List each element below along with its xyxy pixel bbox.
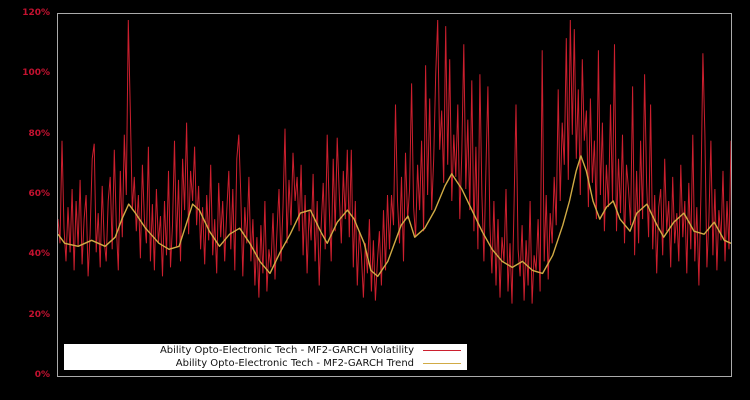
y-axis-label-40: 40%	[28, 249, 50, 259]
legend-item-volatility: Ability Opto-Electronic Tech - MF2-GARCH…	[64, 344, 467, 357]
chart-canvas	[58, 19, 731, 304]
legend-line-sample-trend	[423, 363, 461, 364]
legend-item-trend: Ability Opto-Electronic Tech - MF2-GARCH…	[64, 357, 467, 370]
plot-area	[57, 13, 732, 377]
y-axis-label-20: 20%	[28, 310, 50, 320]
volatility-series-line	[58, 19, 731, 304]
legend-line-sample-volatility	[423, 350, 461, 351]
y-axis-label-120: 120%	[22, 8, 50, 18]
legend-label-trend: Ability Opto-Electronic Tech - MF2-GARCH…	[175, 358, 414, 369]
y-axis-label-60: 60%	[28, 189, 50, 199]
y-axis-label-0: 0%	[34, 370, 50, 380]
y-axis-label-100: 100%	[22, 68, 50, 78]
legend-label-volatility: Ability Opto-Electronic Tech - MF2-GARCH…	[159, 345, 414, 356]
y-axis-label-80: 80%	[28, 129, 50, 139]
chart-legend: Ability Opto-Electronic Tech - MF2-GARCH…	[64, 344, 467, 370]
trend-series-line	[58, 155, 731, 278]
